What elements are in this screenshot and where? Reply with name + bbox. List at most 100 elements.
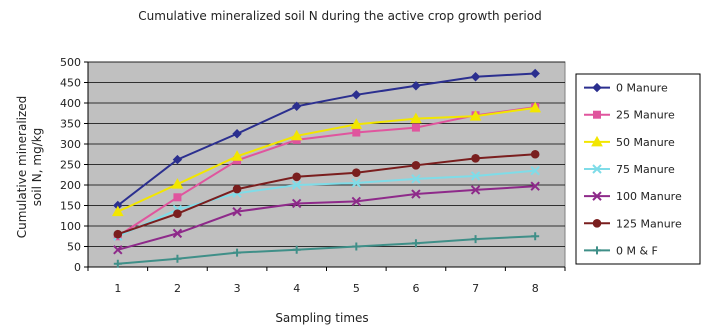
data-point-125-manure-8 <box>530 149 540 159</box>
y-tick-label-400: 400 <box>60 97 81 110</box>
data-point-0-manure-5 <box>351 90 362 100</box>
data-point-50-manure-6 <box>410 112 422 124</box>
series-line-0-manure <box>117 72 536 207</box>
x-tick-label-8: 8 <box>532 282 539 295</box>
data-point-125-manure-6 <box>411 161 421 170</box>
legend-label-25-manure: 25 Manure <box>616 109 675 122</box>
x-tick-label-1: 1 <box>114 282 121 295</box>
data-point-50-manure-5 <box>350 118 363 129</box>
x-tick-label-3: 3 <box>234 282 241 295</box>
data-point-50-manure-8 <box>529 101 542 113</box>
data-point-0-manure-6 <box>411 81 421 91</box>
y-tick-label-250: 250 <box>60 159 81 172</box>
legend-label-100-manure: 100 Manure <box>616 190 682 203</box>
legend-label-0-manure: 0 Manure <box>616 82 668 95</box>
data-point-75-manure-8 <box>530 165 540 176</box>
data-point-125-manure-7 <box>471 154 480 163</box>
series-0-m-f <box>113 232 540 268</box>
data-point-100-manure-8 <box>530 181 540 191</box>
legend-label-125-manure: 125 Manure <box>616 217 682 230</box>
legend-swatch-marker-0-m-f <box>593 246 601 255</box>
legend-label-50-manure: 50 Manure <box>616 136 675 149</box>
series-125-manure <box>113 149 540 239</box>
legend-label-0-m-f: 0 M & F <box>616 244 658 257</box>
data-point-100-manure-2 <box>172 228 183 239</box>
y-tick-label-200: 200 <box>60 179 81 192</box>
data-point-75-manure-7 <box>470 171 481 181</box>
data-point-125-manure-5 <box>352 168 361 177</box>
axes: 0 50 100 150 200 250 300 350 400 450 500 1 2 3 4 5 6 7 8 <box>60 56 566 295</box>
series-line-125-manure <box>117 153 536 236</box>
y-tick-label-500: 500 <box>60 56 81 69</box>
data-point-0-manure-7 <box>470 72 481 82</box>
data-point-50-manure-1 <box>111 205 124 217</box>
data-point-125-manure-4 <box>292 172 301 182</box>
data-point-100-manure-3 <box>232 206 242 217</box>
data-point-125-manure-2 <box>173 209 182 218</box>
data-point-50-manure-7 <box>469 110 482 121</box>
data-point-100-manure-5 <box>351 196 362 207</box>
data-point-125-manure-3 <box>232 184 242 194</box>
series-100-manure <box>113 181 540 255</box>
data-point-100-manure-4 <box>291 198 302 209</box>
y-tick-label-0: 0 <box>74 261 81 274</box>
data-point-100-manure-1 <box>113 245 123 255</box>
legend-item-75-manure: 75 Manure <box>584 163 675 176</box>
x-tick-label-5: 5 <box>353 282 360 295</box>
data-point-50-manure-4 <box>290 129 303 141</box>
legend-swatch-marker-75-manure <box>592 164 602 174</box>
x-tick-label-6: 6 <box>412 282 419 295</box>
data-point-50-manure-3 <box>231 150 243 161</box>
y-tick-label-150: 150 <box>60 200 81 213</box>
y-tick-label-450: 450 <box>60 77 81 90</box>
legend-swatch-marker-25-manure <box>593 110 601 119</box>
data-point-25-manure-2 <box>173 193 182 202</box>
y-tick-label-50: 50 <box>67 241 81 254</box>
legend-label-75-manure: 75 Manure <box>616 163 675 176</box>
data-point-0-m-f-8 <box>531 232 540 241</box>
x-tick-label-2: 2 <box>174 282 181 295</box>
data-point-0-manure-4 <box>291 101 302 111</box>
data-point-100-manure-6 <box>411 189 421 199</box>
chart-title: Cumulative mineralized soil N during the… <box>138 9 541 23</box>
data-point-0-manure-3 <box>232 129 242 139</box>
data-point-0-m-f-5 <box>352 242 361 251</box>
legend: 0 Manure 25 Manure 50 Manure 75 Manure 100 M… <box>575 73 701 265</box>
legend-swatch-marker-100-manure <box>592 191 602 201</box>
y-axis-label-line-1: Cumulative mineralized <box>15 96 29 239</box>
series-line-50-manure <box>117 106 536 213</box>
data-point-75-manure-6 <box>411 174 421 184</box>
data-point-125-manure-1 <box>113 229 123 239</box>
data-point-0-m-f-7 <box>471 235 480 244</box>
data-point-75-manure-5 <box>351 178 362 188</box>
series-layer <box>111 68 542 268</box>
y-tick-label-350: 350 <box>60 118 81 131</box>
data-point-0-m-f-6 <box>411 239 420 248</box>
legend-item-0-manure: 0 Manure <box>584 82 668 95</box>
legend-item-100-manure: 100 Manure <box>584 190 682 203</box>
plot-area <box>87 61 566 268</box>
data-point-0-manure-2 <box>172 154 183 165</box>
legend-item-125-manure: 125 Manure <box>584 217 682 230</box>
data-point-0-m-f-2 <box>173 254 182 263</box>
series-line-75-manure <box>117 169 536 238</box>
data-point-0-m-f-1 <box>113 259 122 268</box>
legend-swatch-marker-0-manure <box>592 82 602 93</box>
data-point-0-manure-8 <box>530 68 540 79</box>
series-50-manure <box>111 101 542 217</box>
legend-item-50-manure: 50 Manure <box>584 135 675 149</box>
x-axis-label: Sampling times <box>275 311 368 325</box>
x-tick-label-4: 4 <box>293 282 300 295</box>
legend-swatch-marker-125-manure <box>592 218 602 228</box>
y-axis-label-line-2: soil N, mg/kg <box>30 128 44 207</box>
data-point-75-manure-4 <box>291 180 302 190</box>
y-tick-label-300: 300 <box>60 138 81 151</box>
x-tick-label-7: 7 <box>472 282 479 295</box>
data-point-0-m-f-3 <box>233 248 242 257</box>
data-point-25-manure-6 <box>411 123 420 132</box>
data-point-0-m-f-4 <box>292 245 301 254</box>
series-line-0-m-f <box>117 235 536 265</box>
legend-swatch-marker-50-manure <box>591 135 603 147</box>
data-point-25-manure-5 <box>352 128 361 137</box>
